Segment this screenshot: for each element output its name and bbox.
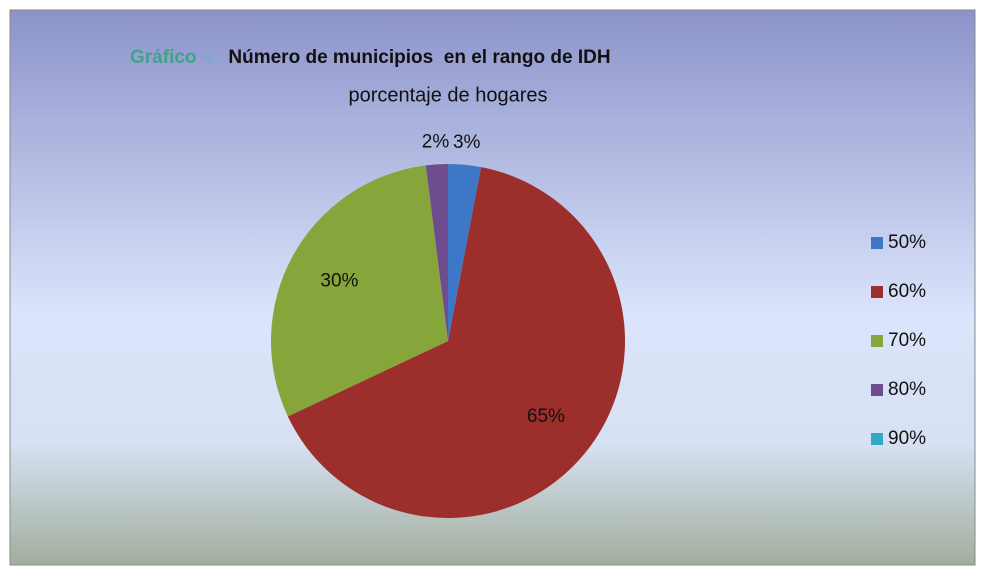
chart-title: Gráfico 4. Número de municipios en el rang… <box>130 47 611 68</box>
legend-swatch <box>871 286 883 298</box>
title-part: Gráfico <box>130 47 197 68</box>
legend-label: 80% <box>888 379 926 400</box>
data-label: 65% <box>527 406 565 427</box>
title-part: Número de municipios en el rango de IDH <box>228 47 610 68</box>
legend-label: 70% <box>888 330 926 351</box>
legend-swatch <box>871 384 883 396</box>
legend-swatch <box>871 237 883 249</box>
legend-label: 50% <box>888 232 926 253</box>
title-part: 4. <box>203 47 219 68</box>
legend-label: 60% <box>888 281 926 302</box>
pie-slice <box>287 167 625 518</box>
legend-label: 90% <box>888 428 926 449</box>
data-label: 3% <box>453 132 481 153</box>
pie-slice <box>425 164 448 341</box>
pie-slice <box>448 164 482 341</box>
data-label: 30% <box>320 270 358 291</box>
legend-swatch <box>871 335 883 347</box>
chart-subtitle: porcentaje de hogares <box>348 84 547 106</box>
data-label: 2% <box>422 131 450 152</box>
pie-slice <box>270 165 448 417</box>
legend-swatch <box>871 433 883 445</box>
